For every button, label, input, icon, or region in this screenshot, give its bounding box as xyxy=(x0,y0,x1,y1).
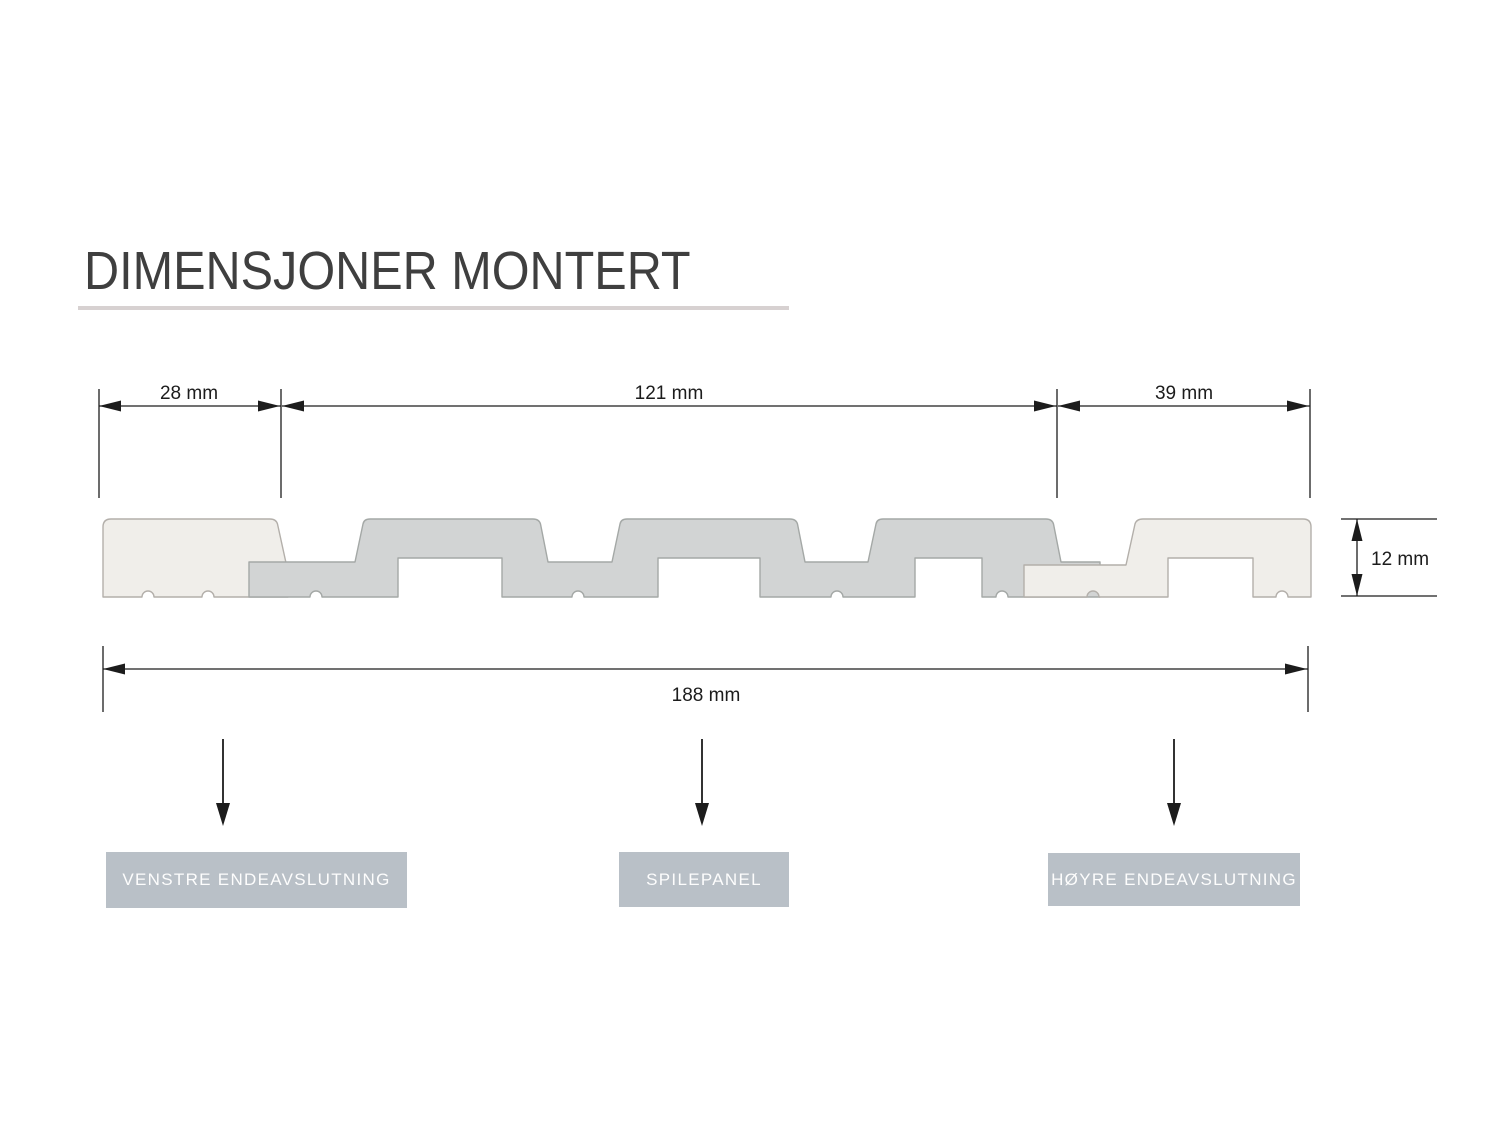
label-text-left-end: VENSTRE ENDEAVSLUTNING xyxy=(122,870,391,889)
arrowhead-left-icon xyxy=(282,400,304,412)
down-arrow-icon xyxy=(1167,803,1181,826)
down-arrow-icon xyxy=(216,803,230,826)
title-underline xyxy=(78,306,789,310)
slat-panel-shape xyxy=(248,518,1101,598)
label-text-right-end: HØYRE ENDEAVSLUTNING xyxy=(1051,869,1297,889)
arrowhead-right-icon xyxy=(258,400,280,412)
down-arrow-icon xyxy=(695,803,709,826)
total-width-dimension: 188 mm xyxy=(102,646,1309,712)
arrowhead-left-icon xyxy=(99,400,121,412)
dim-label-right-end: 39 mm xyxy=(1155,383,1213,404)
pointer-arrows xyxy=(216,739,1181,826)
arrowhead-right-icon xyxy=(1285,663,1307,675)
page-title: DIMENSJONER MONTERT xyxy=(84,241,691,301)
arrowhead-left-icon xyxy=(1058,400,1080,412)
label-box-left-end: VENSTRE ENDEAVSLUTNING xyxy=(106,852,407,908)
top-dimensions: 28 mm 121 mm 39 mm xyxy=(98,383,1311,498)
thickness-dimension: 12 mm xyxy=(1341,518,1437,597)
dim-label-panel: 121 mm xyxy=(635,383,704,404)
dim-label-left-end: 28 mm xyxy=(160,383,218,404)
label-box-right-end: HØYRE ENDEAVSLUTNING xyxy=(1048,853,1300,906)
arrowhead-left-icon xyxy=(103,663,125,675)
arrowhead-right-icon xyxy=(1287,400,1309,412)
left-end-cap-shape xyxy=(102,518,289,598)
label-box-panel: SPILEPANEL xyxy=(619,852,789,907)
arrowhead-right-icon xyxy=(1034,400,1056,412)
profile-cross-section xyxy=(102,518,1312,598)
right-end-cap-shape xyxy=(1023,518,1312,598)
arrowhead-down-icon xyxy=(1351,574,1363,596)
label-text-panel: SPILEPANEL xyxy=(646,869,762,889)
dim-label-total-width: 188 mm xyxy=(672,685,741,706)
arrowhead-up-icon xyxy=(1351,519,1363,541)
dim-label-thickness: 12 mm xyxy=(1371,549,1429,570)
